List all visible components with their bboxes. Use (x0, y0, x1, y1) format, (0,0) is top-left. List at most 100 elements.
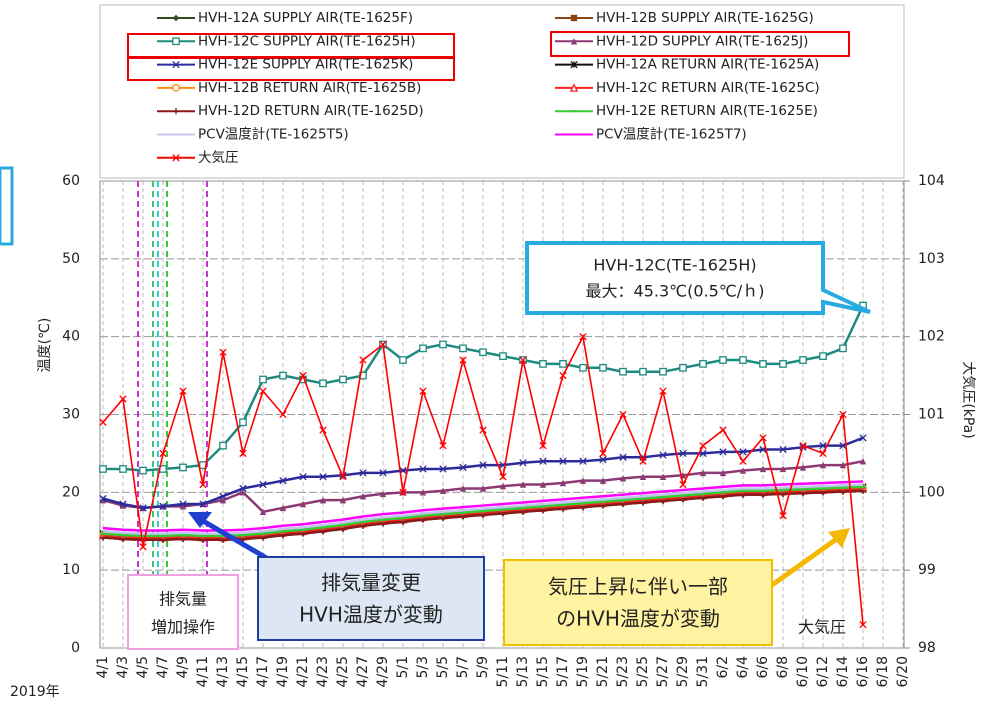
arrow-head (828, 528, 850, 548)
marker (719, 469, 727, 477)
y2-tick-label: 100 (918, 484, 945, 500)
x-tick-label: 6/2 (715, 656, 731, 679)
x-tick-label: 5/7 (455, 656, 471, 679)
marker (579, 477, 587, 484)
marker (172, 154, 180, 162)
x-tick-label: 5/11 (495, 656, 511, 687)
x-tick-label: 5/23 (615, 656, 631, 687)
marker (279, 504, 287, 512)
marker (419, 516, 427, 523)
x-tick-label: 4/5 (135, 656, 151, 679)
marker (339, 525, 347, 533)
marker (579, 457, 587, 465)
x-tick-label: 4/19 (275, 656, 291, 687)
marker (359, 493, 367, 500)
marker (419, 489, 427, 496)
marker (439, 514, 447, 522)
marker (659, 473, 667, 480)
marker (379, 340, 387, 349)
marker (259, 534, 267, 541)
x-tick-label: 5/15 (535, 656, 551, 687)
legend-label: HVH-12D RETURN AIR(TE-1625D) (198, 103, 424, 119)
marker (759, 360, 767, 368)
marker (739, 356, 747, 364)
x-tick-label: 5/25 (635, 656, 651, 687)
marker (619, 410, 627, 419)
marker (139, 466, 147, 475)
marker (239, 449, 247, 458)
marker (539, 360, 547, 368)
marker (519, 481, 527, 488)
marker (639, 499, 647, 506)
marker (319, 426, 327, 434)
marker (119, 395, 127, 403)
marker (459, 344, 467, 353)
y2-tick-label: 102 (918, 329, 945, 345)
arrow-head (188, 512, 212, 528)
legend-label: HVH-12E SUPPLY AIR(TE-1625K) (198, 57, 413, 73)
marker (459, 485, 467, 492)
marker (599, 363, 607, 372)
marker (759, 434, 767, 442)
marker (439, 465, 447, 473)
x-tick-label: 5/17 (555, 656, 571, 687)
year-label: 2019年 (10, 684, 60, 700)
marker (839, 488, 847, 495)
note-box (503, 559, 773, 646)
marker (570, 60, 578, 69)
marker (499, 510, 507, 517)
marker (479, 485, 487, 492)
marker (172, 84, 180, 92)
x-tick-label: 4/11 (195, 656, 211, 687)
callout-text: HVH-12C(TE-1625H) (593, 256, 756, 275)
marker (739, 491, 747, 498)
note-box (127, 574, 239, 650)
note-text: 増加操作 (151, 618, 215, 637)
marker (779, 465, 787, 473)
marker (99, 534, 107, 541)
x-tick-label: 4/21 (295, 656, 311, 687)
marker (599, 477, 607, 484)
y-tick-label: 20 (62, 484, 80, 500)
legend-label: HVH-12E RETURN AIR(TE-1625E) (596, 103, 818, 119)
x-tick-label: 5/9 (475, 656, 491, 679)
marker (599, 455, 607, 464)
marker (319, 496, 327, 504)
marker (159, 449, 167, 458)
marker (359, 469, 367, 477)
marker (379, 520, 387, 527)
y2-axis-label: 大気圧(kPa) (960, 361, 976, 438)
marker (659, 451, 667, 459)
y-tick-label: 60 (62, 173, 80, 189)
marker (479, 461, 487, 469)
marker (739, 457, 747, 465)
marker (479, 348, 487, 357)
marker (659, 387, 667, 395)
marker (299, 530, 307, 537)
marker (779, 512, 787, 520)
y-tick-label: 40 (62, 329, 80, 345)
y2-tick-label: 101 (918, 407, 945, 423)
marker (499, 482, 507, 490)
marker (719, 356, 727, 364)
note-text: 気圧上昇に伴い一部 (548, 575, 728, 599)
marker (279, 371, 287, 380)
event-lines (137, 181, 208, 648)
marker (172, 37, 180, 46)
x-tick-label: 4/7 (155, 656, 171, 679)
marker (859, 434, 867, 442)
marker (379, 490, 387, 498)
marker (399, 488, 407, 496)
marker (839, 461, 847, 469)
marker (639, 473, 647, 480)
marker (279, 476, 287, 485)
legend-label: PCV温度計(TE-1625T7) (596, 127, 747, 143)
marker (119, 535, 127, 543)
note-text: 排気量変更 (321, 571, 421, 595)
marker (539, 481, 547, 488)
marker (699, 494, 707, 501)
marker (819, 352, 827, 360)
marker (499, 352, 507, 360)
marker (359, 522, 367, 530)
series (99, 333, 867, 629)
